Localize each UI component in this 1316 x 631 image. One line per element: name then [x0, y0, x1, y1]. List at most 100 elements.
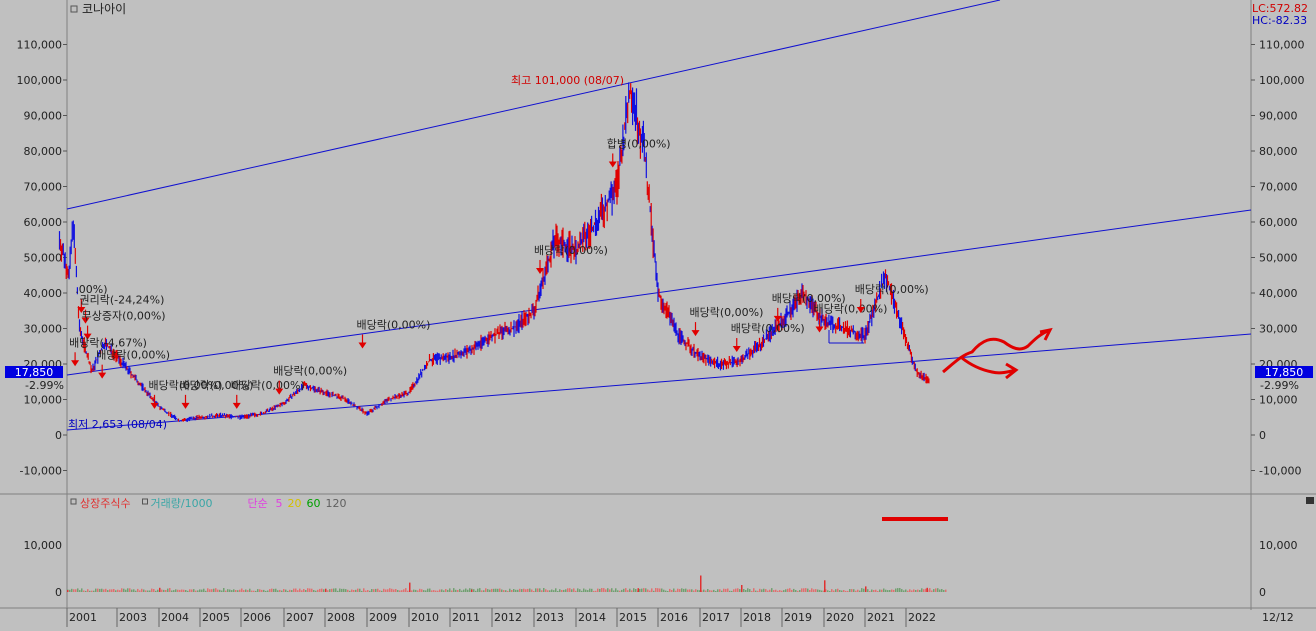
panel-close-icon[interactable] [1306, 497, 1314, 504]
volume-bar [899, 588, 901, 592]
volume-bar [747, 588, 749, 592]
volume-bar [587, 590, 589, 592]
annotation-arrow-head [608, 161, 617, 168]
volume-bar [239, 589, 241, 592]
volume-bar [477, 588, 479, 592]
volume-bar [235, 590, 237, 592]
annotation-arrow-head [856, 307, 865, 313]
volume-bar [621, 589, 623, 592]
volume-spike [325, 588, 327, 592]
volume-bar [571, 589, 573, 592]
volume-bar [419, 588, 421, 592]
volume-bar [421, 589, 423, 592]
volume-bar [385, 589, 387, 592]
volume-bar [605, 589, 607, 592]
volume-bar [567, 588, 569, 592]
volume-bar [819, 589, 821, 592]
volume-bar [737, 588, 739, 592]
volume-bar [765, 589, 767, 592]
volume-bar [781, 590, 783, 592]
volume-bar [357, 588, 359, 592]
volume-bar [111, 589, 113, 592]
volume-bar [529, 588, 531, 592]
volume-bar [817, 589, 819, 592]
volume-bar [405, 588, 407, 592]
volume-bar [183, 589, 185, 592]
volume-bar [633, 588, 635, 592]
price-tick-label: 10,000 [24, 394, 63, 407]
volume-bar [305, 590, 307, 592]
volume-bar [545, 589, 547, 592]
volume-bar [763, 588, 765, 592]
volume-bar [789, 588, 791, 592]
volume-bar [99, 588, 101, 592]
annotation-arrow-head [181, 402, 190, 409]
date-tick-label: 2001 [69, 611, 97, 624]
volume-bar [643, 588, 645, 592]
volume-bar [417, 590, 419, 592]
price-tick-label: 100,000 [1259, 74, 1305, 87]
volume-bar [537, 588, 539, 592]
volume-bar [735, 588, 737, 592]
volume-bar [457, 590, 459, 592]
volume-bar [469, 588, 471, 592]
volume-bar [377, 588, 379, 592]
volume-bar [803, 588, 805, 592]
volume-bar [161, 589, 163, 592]
trend-line [66, 0, 1001, 210]
volume-bar [255, 590, 257, 592]
date-tick-label: 2021 [867, 611, 895, 624]
volume-bar [225, 590, 227, 592]
volume-bar [475, 590, 477, 592]
volume-bar [481, 590, 483, 592]
volume-bar [467, 589, 469, 592]
volume-bar [695, 589, 697, 592]
volume-bar [227, 589, 229, 592]
volume-bar [869, 591, 871, 592]
volume-bar [941, 589, 943, 592]
volume-bar [171, 590, 173, 592]
price-tick-label: 80,000 [1259, 145, 1298, 158]
volume-bar [687, 589, 689, 592]
volume-bar [301, 590, 303, 592]
volume-bar [437, 590, 439, 592]
volume-bar [187, 590, 189, 592]
volume-bar [753, 588, 755, 592]
volume-bar [831, 589, 833, 592]
volume-bar [553, 590, 555, 592]
price-axis-right: 110,000 100,000 90,000 80,000 70,000 60,000 50… [1259, 39, 1305, 478]
volume-bar [395, 589, 397, 592]
volume-axis: 10,000 10,000 0 0 [24, 539, 1298, 599]
volume-bar [333, 588, 335, 592]
volume-bar [661, 588, 663, 592]
volume-bar [157, 589, 159, 592]
volume-bar [407, 590, 409, 592]
title-box-icon[interactable] [70, 5, 78, 13]
volume-bar [541, 590, 543, 592]
volume-bar [253, 590, 255, 592]
volume-bar [375, 588, 377, 592]
volume-bar [273, 588, 275, 592]
volume-bar [623, 588, 625, 592]
volume-bar [847, 590, 849, 592]
volume-bar [113, 589, 115, 592]
legend-box-icon [70, 498, 77, 505]
volume-bar [399, 590, 401, 592]
volume-bar [883, 588, 885, 592]
volume-bar [823, 590, 825, 592]
volume-bar [297, 590, 299, 592]
volume-bar [873, 590, 875, 592]
volume-bar [77, 588, 79, 592]
volume-bar [769, 589, 771, 592]
volume-bar [389, 588, 391, 592]
volume-bar [703, 589, 705, 592]
volume-bar [745, 590, 747, 592]
volume-bar [825, 589, 827, 592]
volume-bar [105, 588, 107, 592]
volume-bar [841, 590, 843, 592]
volume-bar [727, 588, 729, 592]
volume-bar [651, 588, 653, 592]
volume-bar [573, 588, 575, 592]
volume-bar [749, 589, 751, 592]
period-label: 12/12 [1262, 611, 1294, 624]
